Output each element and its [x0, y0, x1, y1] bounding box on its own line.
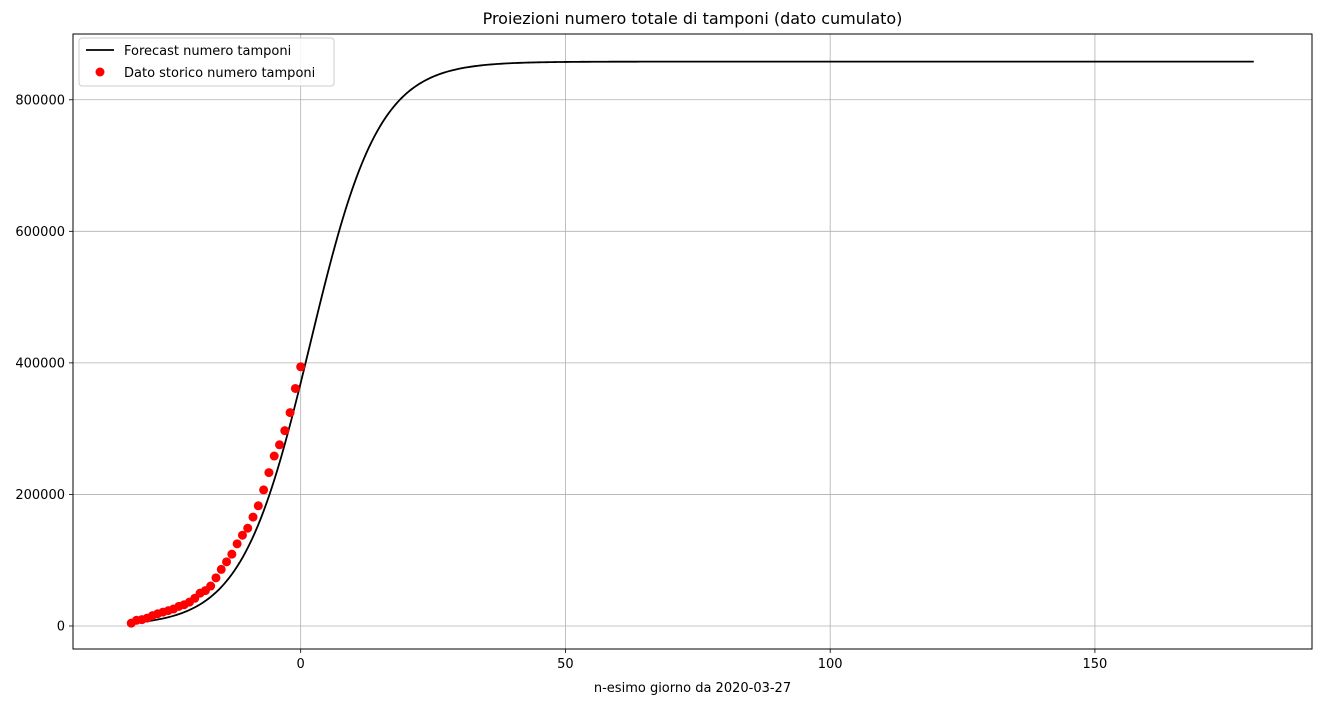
- x-tick-label: 100: [818, 657, 843, 672]
- x-axis: 0 50 100 150: [297, 649, 1107, 672]
- data-point: [227, 549, 237, 559]
- data-point: [243, 523, 253, 533]
- data-point: [216, 564, 226, 574]
- historical-series: [126, 362, 306, 628]
- data-point: [269, 451, 279, 461]
- y-tick-label: 600000: [15, 225, 65, 240]
- data-point: [222, 557, 232, 567]
- forecast-line: [131, 60, 1254, 624]
- data-point: [232, 539, 242, 549]
- data-point: [264, 468, 274, 478]
- legend-history-label: Dato storico numero tamponi: [124, 66, 315, 81]
- data-point: [248, 512, 258, 522]
- x-tick-label: 0: [297, 657, 305, 672]
- data-point: [259, 485, 269, 495]
- data-point: [253, 501, 263, 511]
- data-point: [206, 581, 216, 591]
- legend-box: [78, 37, 335, 87]
- y-tick-label: 200000: [15, 488, 65, 503]
- data-point: [280, 426, 290, 436]
- legend-history-swatch: [95, 67, 105, 77]
- forecast-series: [131, 60, 1254, 624]
- plot-frame: [72, 33, 1313, 650]
- data-point: [237, 530, 247, 540]
- data-point: [211, 573, 221, 583]
- data-point: [275, 440, 284, 450]
- legend-forecast-label: Forecast numero tamponi: [124, 44, 291, 59]
- y-tick-label: 400000: [15, 356, 65, 371]
- data-point: [296, 362, 306, 372]
- x-tick-label: 50: [557, 657, 574, 672]
- legend: Forecast numero tamponi Dato storico nume…: [78, 37, 335, 87]
- grid-lines: [73, 34, 1312, 649]
- y-axis: 0 200000 400000 600000 800000: [15, 93, 73, 634]
- data-point: [285, 408, 295, 418]
- y-tick-label: 800000: [15, 93, 65, 108]
- x-tick-label: 150: [1082, 657, 1107, 672]
- y-tick-label: 0: [57, 619, 65, 634]
- x-axis-label: n-esimo giorno da 2020-03-27: [594, 681, 791, 696]
- data-point: [290, 383, 300, 393]
- chart-title: Proiezioni numero totale di tamponi (dat…: [483, 9, 903, 28]
